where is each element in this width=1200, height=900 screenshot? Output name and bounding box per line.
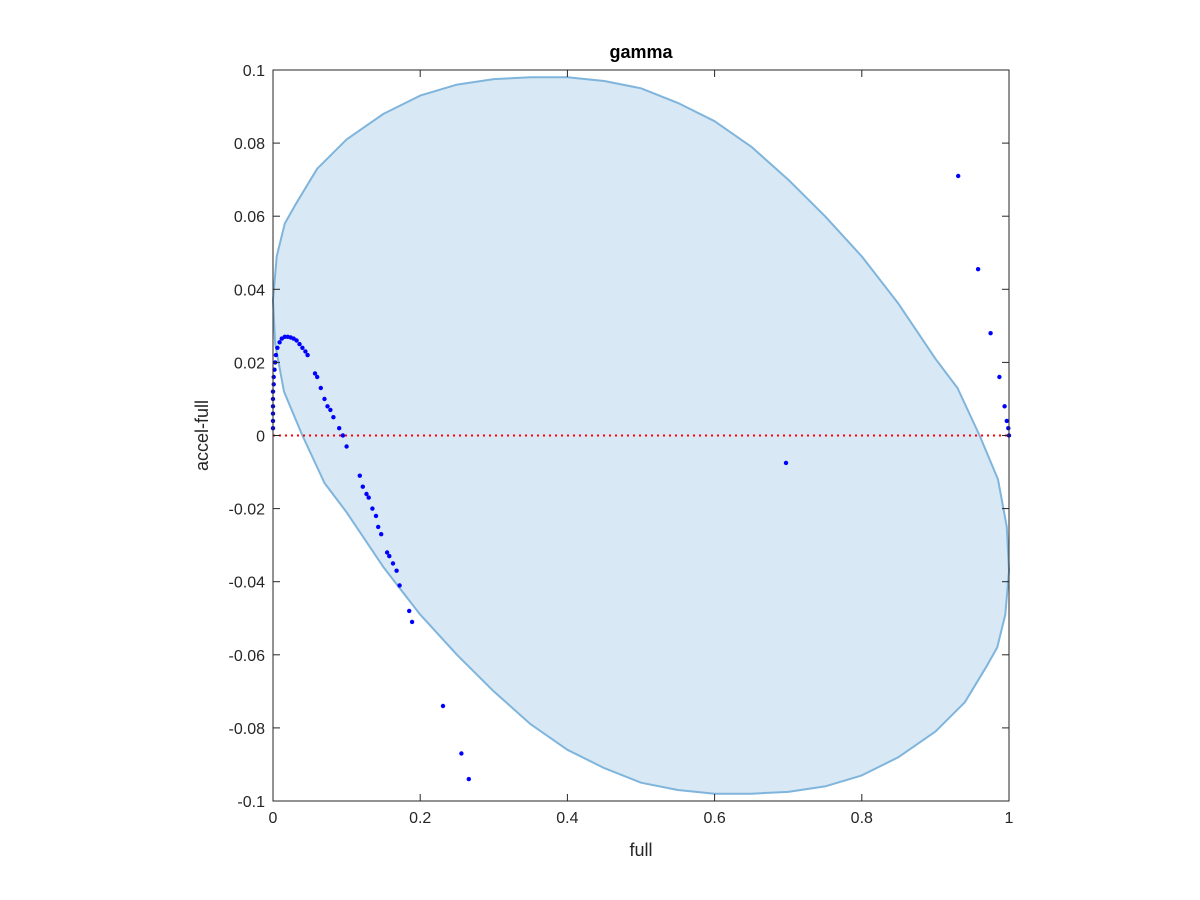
data-point: [379, 532, 384, 537]
data-point: [305, 352, 310, 358]
x-axis-ticks: 0 0.2 0.4 0.6 0.8 1: [269, 70, 1014, 827]
data-point: [997, 374, 1002, 380]
data-point: [466, 776, 471, 782]
data-point: [318, 385, 323, 391]
data-point: [409, 619, 415, 625]
y-tick-label: 0.04: [234, 282, 265, 299]
data-point: [394, 568, 399, 573]
data-point: [975, 267, 981, 272]
data-point: [275, 345, 280, 350]
chart-title: gamma: [609, 42, 673, 62]
data-point: [297, 341, 302, 347]
data-point: [373, 513, 379, 519]
x-axis-label: full: [629, 840, 652, 860]
data-point: [407, 608, 412, 614]
data-point: [364, 491, 369, 497]
data-point: [1006, 426, 1011, 431]
data-point: [271, 374, 276, 380]
x-tick-label: 0.6: [703, 810, 725, 827]
data-point: [376, 524, 381, 530]
data-point: [360, 484, 365, 489]
data-point: [387, 553, 392, 559]
data-point: [328, 407, 333, 413]
y-tick-label: 0.08: [234, 136, 265, 153]
data-point: [1004, 418, 1009, 424]
data-point: [300, 345, 305, 350]
x-tick-label: 0.4: [556, 810, 578, 827]
data-point: [312, 371, 318, 376]
data-point: [344, 444, 349, 449]
data-point: [956, 173, 961, 179]
data-point: [1002, 404, 1007, 409]
data-point: [322, 396, 327, 402]
x-tick-label: 0: [269, 810, 278, 827]
y-tick-label: 0: [256, 429, 265, 446]
data-point: [988, 331, 993, 336]
y-tick-label: 0.02: [234, 355, 265, 372]
x-tick-label: 0.8: [851, 810, 873, 827]
y-tick-label: -0.06: [229, 648, 266, 665]
data-point: [390, 561, 396, 566]
data-point: [366, 495, 371, 500]
data-point: [340, 433, 346, 438]
y-tick-label: -0.1: [237, 794, 265, 811]
y-tick-label: 0.06: [234, 209, 265, 226]
y-tick-label: -0.04: [229, 575, 266, 592]
data-point: [459, 751, 464, 756]
data-point: [277, 340, 282, 345]
data-point: [271, 382, 276, 387]
y-axis-label: accel-full: [192, 400, 212, 471]
data-point: [357, 473, 362, 478]
data-point: [337, 426, 342, 431]
data-point: [273, 352, 279, 358]
plot-area: 0 0.2 0.4 0.6 0.8 1 -0.1-0.08-0.06-0.04-0.020…: [229, 63, 1014, 827]
y-tick-label: -0.08: [229, 721, 266, 738]
data-point: [397, 583, 402, 588]
data-point: [783, 460, 789, 466]
data-point: [315, 374, 320, 380]
data-point: [303, 349, 308, 354]
data-point: [440, 703, 446, 709]
data-point: [331, 415, 336, 420]
y-axis-ticks: -0.1 -0.08 -0.06 -0.04 -0.02 0 0.02 0.04 0.06 0.0…: [229, 63, 1009, 811]
x-tick-label: 0.2: [409, 810, 431, 827]
data-point: [384, 550, 390, 555]
x-tick-label: 1: [1005, 810, 1014, 827]
y-tick-label: 0.1: [243, 63, 265, 80]
y-tick-label: -0.02: [229, 502, 266, 519]
data-point: [294, 338, 299, 343]
data-point: [370, 506, 375, 511]
data-point: [325, 404, 330, 409]
